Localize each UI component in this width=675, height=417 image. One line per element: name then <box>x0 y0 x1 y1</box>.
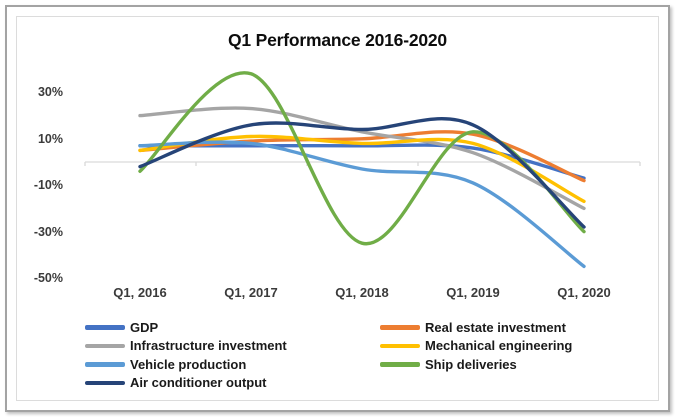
series-line-mechanical-engineering <box>138 134 586 204</box>
y-tick-label: -50% <box>33 271 63 285</box>
legend-label: Real estate investment <box>425 319 566 335</box>
chart-title: Q1 Performance 2016-2020 <box>228 30 447 50</box>
legend-item-gdp[interactable]: GDP <box>85 318 380 337</box>
legend-item-real-estate-investment[interactable]: Real estate investment <box>380 318 630 337</box>
legend-label: Infrastructure investment <box>130 338 287 354</box>
y-tick-label: 30% <box>37 85 63 99</box>
legend-swatch-real-estate <box>380 325 420 330</box>
legend-swatch-air-conditioner <box>85 380 125 385</box>
x-tick-label: Q1, 2016 <box>113 285 167 300</box>
series-line-infrastructure-investment <box>138 106 586 211</box>
legend-label: Vehicle production <box>130 356 247 372</box>
legend-swatch-infrastructure <box>85 343 125 348</box>
legend: GDP Real estate investment Infrastructur… <box>85 318 630 392</box>
legend-swatch-ship <box>380 362 420 367</box>
chart-border <box>16 16 659 401</box>
legend-item-air-conditioner-output[interactable]: Air conditioner output <box>85 374 380 393</box>
legend-label: Mechanical engineering <box>425 338 573 354</box>
legend-item-ship-deliveries[interactable]: Ship deliveries <box>380 355 630 374</box>
legend-swatch-gdp <box>85 325 125 330</box>
legend-swatch-mechanical <box>380 343 420 348</box>
x-tick-label: Q1, 2019 <box>446 285 500 300</box>
legend-item-mechanical-engineering[interactable]: Mechanical engineering <box>380 337 630 356</box>
series-line-gdp <box>138 143 586 180</box>
legend-label: GDP <box>130 319 159 335</box>
legend-item-vehicle-production[interactable]: Vehicle production <box>85 355 380 374</box>
legend-swatch-vehicle <box>85 362 125 367</box>
x-tick-label: Q1, 2018 <box>335 285 389 300</box>
legend-label: Ship deliveries <box>425 356 517 372</box>
x-tick-label: Q1, 2020 <box>557 285 611 300</box>
series-line-air-conditioner-output <box>138 116 586 229</box>
legend-item-infrastructure-investment[interactable]: Infrastructure investment <box>85 337 380 356</box>
y-tick-label: -10% <box>33 178 63 192</box>
y-tick-label: -30% <box>33 225 63 239</box>
x-tick-label: Q1, 2017 <box>224 285 278 300</box>
y-tick-label: 10% <box>37 132 63 146</box>
legend-label: Air conditioner output <box>130 375 267 391</box>
series-line-vehicle-production <box>138 140 586 269</box>
